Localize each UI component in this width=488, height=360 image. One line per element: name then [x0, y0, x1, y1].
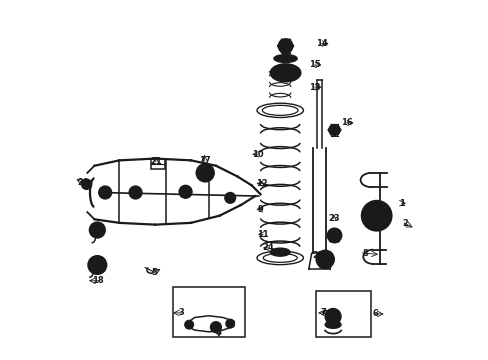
- Text: 23: 23: [327, 214, 339, 223]
- Text: 18: 18: [92, 276, 103, 285]
- Circle shape: [184, 320, 193, 329]
- Bar: [151, 158, 165, 169]
- Text: 24: 24: [262, 243, 273, 252]
- Circle shape: [278, 39, 292, 53]
- Circle shape: [179, 185, 192, 198]
- Text: 7: 7: [320, 309, 326, 318]
- Text: 5: 5: [151, 268, 157, 277]
- Circle shape: [81, 179, 91, 189]
- Circle shape: [89, 222, 105, 238]
- Circle shape: [316, 250, 333, 268]
- Text: 9: 9: [257, 205, 263, 214]
- Text: 12: 12: [255, 179, 267, 188]
- Circle shape: [326, 228, 341, 243]
- Text: 13: 13: [309, 83, 321, 92]
- Text: 19: 19: [93, 229, 104, 238]
- Text: 2: 2: [402, 219, 407, 228]
- Circle shape: [196, 164, 214, 182]
- Text: 21: 21: [150, 157, 162, 166]
- Text: 10: 10: [251, 150, 263, 159]
- Text: 20: 20: [77, 178, 89, 187]
- Text: 3: 3: [178, 309, 183, 318]
- Circle shape: [225, 319, 234, 328]
- Circle shape: [325, 309, 340, 324]
- Circle shape: [129, 186, 142, 199]
- Circle shape: [88, 256, 106, 274]
- Text: 15: 15: [309, 60, 321, 69]
- Ellipse shape: [325, 321, 340, 328]
- Bar: [315, 291, 370, 337]
- Text: 8: 8: [362, 249, 367, 258]
- Text: 1: 1: [398, 199, 404, 208]
- Circle shape: [361, 201, 391, 231]
- Text: 4: 4: [215, 328, 221, 337]
- Circle shape: [328, 125, 339, 135]
- Circle shape: [210, 322, 221, 333]
- Bar: [173, 287, 244, 337]
- Text: 17: 17: [198, 156, 210, 165]
- Text: 16: 16: [341, 118, 352, 127]
- Ellipse shape: [273, 55, 297, 63]
- Text: 11: 11: [257, 230, 268, 239]
- Circle shape: [224, 193, 235, 203]
- Text: 14: 14: [316, 39, 327, 48]
- Ellipse shape: [270, 248, 289, 256]
- Ellipse shape: [270, 64, 300, 82]
- Circle shape: [99, 186, 111, 199]
- Text: 22: 22: [311, 251, 324, 260]
- Text: 6: 6: [371, 310, 377, 319]
